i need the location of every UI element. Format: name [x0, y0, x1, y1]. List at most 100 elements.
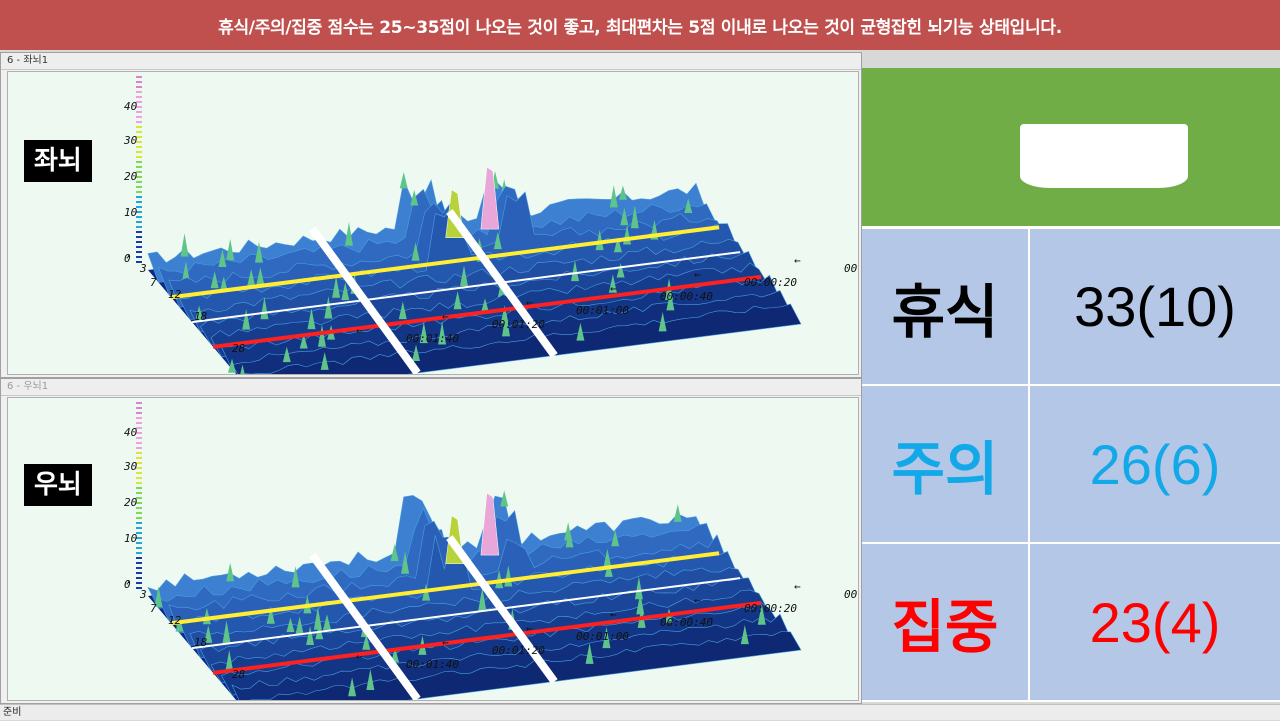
spectrum-peak	[684, 198, 693, 214]
spectrum-peak	[390, 543, 399, 561]
time-arrow: ←	[442, 636, 449, 649]
band-line	[170, 225, 720, 300]
left-brain-3d-spectrum: 40 30 20 10 037 12 18 28 ꞏ 00:01:40 ← 00:01:20 ← 00:0…	[123, 76, 859, 374]
time-divider	[446, 535, 558, 684]
spectrum-peak	[609, 185, 618, 208]
spectrum-peak	[495, 569, 504, 589]
spectrum-peak	[618, 185, 627, 200]
band-line	[212, 274, 762, 349]
time-arrow: ←	[356, 324, 363, 337]
spectrum-peak	[348, 677, 357, 697]
focus-label: 집중	[891, 593, 999, 661]
spectrum-peak	[410, 189, 419, 206]
spectrum-peak	[481, 298, 489, 313]
band-line	[191, 251, 741, 324]
band-line	[170, 551, 720, 626]
focus-value: 23(4)	[1089, 590, 1221, 654]
spectrum-peak	[634, 576, 643, 600]
rest-label: 휴식	[891, 277, 999, 346]
time-tick-label: 00:00:20	[744, 602, 797, 615]
score-grid: 휴식 33(10) 주의 26(6) 집중 23(4)	[862, 229, 1280, 702]
rest-value: 33(10)	[1074, 275, 1236, 338]
attention-label-cell: 주의	[862, 386, 1028, 542]
spectrum-peak	[204, 625, 213, 643]
spectrum-peak	[453, 291, 462, 310]
spectrum-peak	[620, 207, 629, 226]
spectrum-peak	[247, 269, 256, 286]
spectrum-peak	[228, 358, 236, 373]
rest-label-cell: 휴식	[862, 229, 1028, 384]
spectrum-peak	[673, 504, 682, 522]
spectrum-peak	[341, 282, 350, 301]
spectrum-peak	[460, 265, 468, 287]
right-window-titlebar[interactable]: 6 - 우뇌1	[1, 379, 861, 396]
time-tick-label: 00:01:00	[576, 304, 629, 317]
spectrum-peak	[399, 172, 408, 189]
spectrum-peak	[419, 321, 428, 344]
freq-tick-label: 3	[139, 262, 147, 275]
spectrum-peak	[242, 309, 251, 330]
header-area	[862, 68, 1280, 226]
spectrum-peak	[320, 352, 329, 370]
spectrum-peak	[658, 312, 667, 332]
spectrum-peak	[603, 548, 612, 568]
spectrum-peak	[401, 551, 410, 574]
spectrum-peak	[398, 301, 407, 320]
info-banner: 휴식/주의/집중 점수는 25~35점이 나오는 것이 좋고, 최대편차는 5점…	[0, 0, 1280, 50]
banner-text: 휴식/주의/집중 점수는 25~35점이 나오는 것이 좋고, 최대편차는 5점…	[218, 17, 1062, 38]
spectrum-peak	[565, 531, 574, 548]
time-divider	[309, 226, 421, 374]
status-text: 준비	[3, 707, 22, 718]
freq-tick-label: 12	[168, 288, 182, 301]
spectrum-peak	[570, 260, 579, 282]
spectrum-peak	[226, 238, 235, 261]
time-arrow: ←	[694, 594, 701, 607]
z-tick-label: 30	[123, 134, 138, 147]
score-panel: 휴식 33(10) 주의 26(6) 집중 23(4)	[862, 68, 1280, 702]
freq-tick-label: 28	[232, 342, 246, 355]
redacted-name-box	[1020, 124, 1188, 188]
spectrum-peak	[295, 616, 304, 634]
spectrum-peak	[757, 603, 766, 625]
spectrum-peak	[666, 290, 675, 311]
z-tick-label: 20	[124, 496, 138, 509]
spectrum-peak	[225, 649, 234, 672]
freq-tick-label: 3	[139, 588, 147, 601]
z-tick-label: 40	[124, 426, 138, 439]
focus-value-cell: 23(4)	[1030, 544, 1280, 700]
spectrum-peak	[502, 312, 510, 337]
spectrum-peak	[317, 324, 326, 347]
attention-label: 주의	[891, 435, 999, 503]
spectrum-peak	[266, 606, 275, 624]
spectrum-peak	[282, 346, 291, 363]
spectrum-peak	[740, 625, 749, 645]
time-arrow: ←	[610, 608, 617, 621]
spectrum-peak	[286, 617, 295, 632]
spectrum-peak	[218, 249, 227, 267]
spectrum-peak	[154, 586, 163, 607]
time-arrow: ←	[794, 254, 801, 267]
right-brain-3d-spectrum: 40 30 20 10 037 12 18 28 ꞏ 00:01:40 ← 00:01:20 ← 00:0…	[123, 402, 859, 700]
freq-tick-label: 18	[194, 636, 208, 649]
spectrum-peak	[344, 221, 353, 246]
left-brain-plot: 40 30 20 10 0 3 7 12 18 28 ꞏ 00:01:40 ← 00:01:20 ← 00:0…	[7, 71, 859, 375]
spectrum-peak	[585, 643, 594, 664]
spectrum-peak	[254, 241, 263, 263]
time-tick-label: 00:01:40	[406, 658, 459, 671]
time-tick-label: 00:0	[844, 588, 859, 601]
left-brain-window[interactable]: 6 - 좌뇌1 40 30 20 10 0 3 7 12 18 28 ꞏ 00:01:40 ← 00:01…	[0, 52, 862, 378]
attention-value-cell: 26(6)	[1030, 386, 1280, 542]
time-tick-label: 00:0	[844, 262, 859, 275]
band-line	[212, 600, 762, 675]
z-tick-label: 0	[124, 252, 131, 265]
right-brain-window[interactable]: 6 - 우뇌1 40 30 20 10 0 3 7 12 18 28 ꞏ 00:01:40 ← 00:01…	[0, 378, 862, 704]
spectrum-peak	[595, 229, 604, 251]
left-window-titlebar[interactable]: 6 - 좌뇌1	[1, 53, 861, 70]
spectrum-ridge	[248, 631, 802, 700]
spectrum-peak	[226, 562, 235, 582]
spectrum-peak	[313, 607, 322, 630]
time-arrow: ←	[610, 282, 617, 295]
time-arrow: ←	[526, 296, 533, 309]
spectrum-peak	[181, 261, 190, 282]
spectrum-peak	[478, 587, 487, 611]
